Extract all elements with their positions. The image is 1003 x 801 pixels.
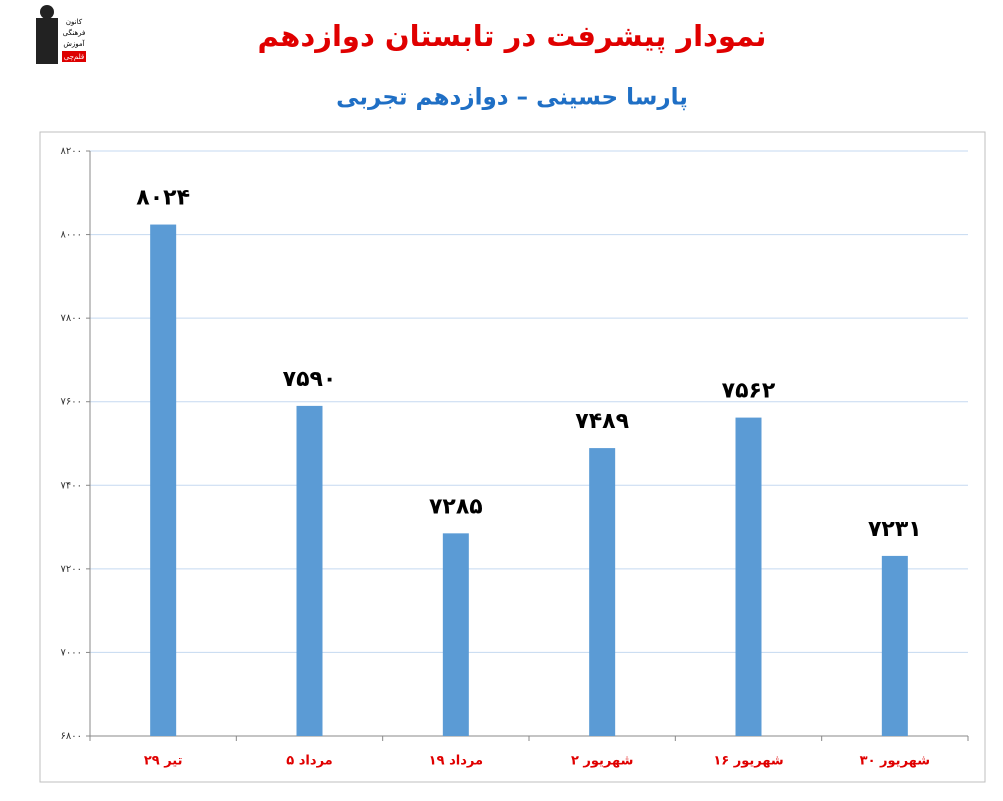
logo-head	[40, 5, 54, 19]
bar	[881, 555, 908, 736]
plot-frame	[39, 131, 986, 783]
logo-badge	[62, 51, 86, 62]
logo-text: کانون	[66, 18, 83, 26]
x-tick-label: ۲ شهریور	[571, 754, 633, 769]
y-tick-label: ۸۲۰۰	[61, 146, 82, 157]
logo-badge-text: قلم‌چی	[64, 53, 84, 61]
data-label: ۷۲۳۱	[868, 517, 922, 542]
data-label: ۸۰۲۴	[136, 186, 190, 211]
bar	[735, 417, 762, 736]
chart-title: نمودار پیشرفت در تابستان دوازدهم	[258, 19, 767, 54]
data-label: ۷۴۸۹	[575, 409, 629, 434]
y-tick-label: ۷۲۰۰	[61, 564, 82, 575]
chart-subtitle: پارسا حسینی – دوازدهم تجربی	[336, 85, 688, 111]
bar	[296, 405, 323, 736]
logo-text: فرهنگی	[63, 28, 86, 37]
data-label: ۷۲۸۵	[429, 494, 483, 519]
data-label: ۷۵۹۰	[283, 367, 337, 392]
x-tick-label: ۱۶ شهریور	[713, 754, 783, 769]
logo-figure	[36, 18, 58, 64]
logo-text: آموزش	[63, 39, 85, 48]
bar	[150, 224, 177, 737]
bar	[589, 448, 616, 736]
x-tick-label: ۲۹ تیر	[144, 754, 183, 769]
x-tick-label: ۱۹ مرداد	[429, 754, 483, 769]
bar	[442, 533, 469, 736]
x-tick-label: ۳۰ شهریور	[860, 754, 930, 769]
logo: کانون فرهنگی آموزش قلم‌چی	[36, 5, 86, 64]
y-tick-label: ۸۰۰۰	[61, 230, 82, 241]
y-tick-label: ۶۸۰۰	[61, 731, 82, 742]
y-tick-label: ۷۰۰۰	[61, 647, 82, 658]
y-tick-label: ۷۴۰۰	[61, 480, 82, 491]
y-tick-label: ۷۸۰۰	[61, 313, 82, 324]
data-label: ۷۵۶۲	[722, 379, 776, 404]
x-tick-label: ۵ مرداد	[286, 754, 332, 769]
y-tick-label: ۷۶۰۰	[61, 397, 82, 408]
